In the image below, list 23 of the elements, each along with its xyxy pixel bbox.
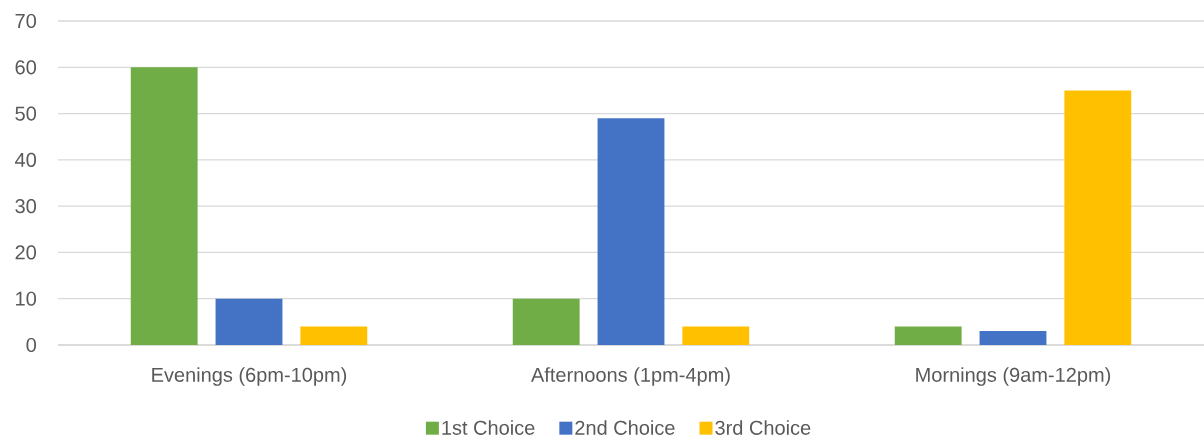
bar — [894, 326, 962, 345]
x-tick-label: Afternoons (1pm-4pm) — [531, 367, 730, 386]
y-tick-label: 70 — [15, 13, 37, 29]
bar — [597, 118, 665, 345]
y-tick-label: 10 — [16, 291, 37, 306]
legend-label: 1st Choice — [442, 420, 535, 435]
x-tick-label: Evenings (6pm-10pm) — [152, 367, 347, 386]
bar — [512, 298, 580, 345]
y-tick-label: 60 — [15, 60, 37, 75]
legend-label: 2nd Choice — [575, 420, 675, 435]
bar — [215, 298, 283, 345]
bar — [300, 326, 368, 345]
bar — [682, 326, 750, 345]
legend-label: 3rd Choice — [715, 420, 811, 435]
y-tick-label: 50 — [15, 106, 37, 121]
bar — [979, 331, 1047, 345]
bar — [1064, 90, 1132, 345]
y-tick-label: 20 — [15, 245, 37, 260]
y-tick-label: 40 — [15, 152, 37, 167]
y-tick-label: 30 — [15, 199, 37, 214]
bar — [130, 67, 198, 345]
y-tick-label: 0 — [26, 337, 37, 353]
x-tick-label: Mornings (9am-12pm) — [916, 367, 1111, 386]
